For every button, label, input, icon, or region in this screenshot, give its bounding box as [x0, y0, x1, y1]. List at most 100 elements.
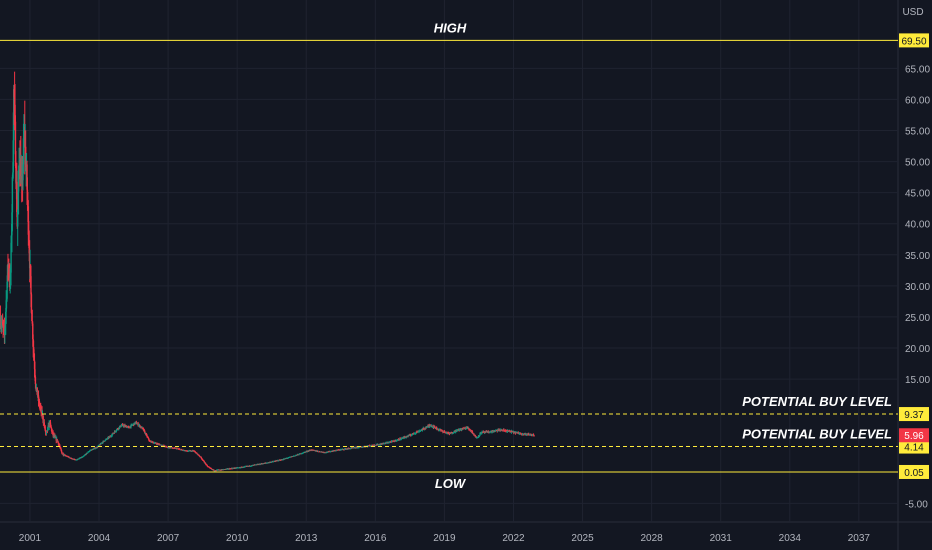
candle-down[interactable] [119, 425, 122, 427]
candle-down[interactable] [309, 450, 312, 452]
candle-up[interactable] [47, 427, 49, 431]
candle-down[interactable] [393, 441, 396, 442]
candle-down[interactable] [424, 428, 427, 430]
candle-up[interactable] [104, 440, 106, 442]
candle-up[interactable] [10, 242, 12, 273]
candle-up[interactable] [17, 209, 19, 227]
candle-up[interactable] [6, 281, 8, 299]
candle-down[interactable] [99, 444, 101, 446]
candle-up[interactable] [454, 431, 457, 433]
candle-up[interactable] [45, 432, 48, 434]
candle-up[interactable] [262, 463, 264, 465]
candle-up[interactable] [118, 426, 121, 429]
candle-up[interactable] [82, 456, 84, 458]
candle-down[interactable] [128, 426, 130, 428]
candle-down[interactable] [142, 428, 145, 431]
candle-down[interactable] [43, 422, 45, 426]
candle-up[interactable] [17, 170, 20, 192]
candle-down[interactable] [468, 428, 470, 430]
candle-down[interactable] [520, 432, 522, 434]
candle-down[interactable] [57, 441, 59, 443]
candle-down[interactable] [377, 444, 379, 446]
candle-up[interactable] [357, 447, 360, 449]
candle-down[interactable] [229, 468, 231, 470]
candle-up[interactable] [130, 425, 132, 428]
candle-down[interactable] [34, 376, 37, 385]
candle-up[interactable] [86, 452, 89, 454]
candle-up[interactable] [394, 440, 396, 442]
candle-down[interactable] [27, 206, 30, 235]
candle-up[interactable] [426, 427, 428, 429]
candle-up[interactable] [333, 450, 335, 452]
candle-up[interactable] [227, 468, 230, 470]
candle-up[interactable] [78, 458, 80, 460]
candle-down[interactable] [395, 440, 397, 442]
candle-down[interactable] [146, 435, 148, 437]
candle-down[interactable] [50, 424, 52, 428]
candle-up[interactable] [85, 453, 88, 455]
candle-up[interactable] [94, 448, 96, 450]
candle-down[interactable] [139, 425, 141, 428]
candle-down[interactable] [197, 453, 199, 455]
candle-down[interactable] [61, 451, 63, 454]
candle-down[interactable] [416, 432, 418, 434]
candle-up[interactable] [277, 460, 280, 462]
candle-down[interactable] [471, 431, 474, 433]
candle-down[interactable] [52, 432, 54, 436]
candle-down[interactable] [14, 121, 17, 167]
candle-up[interactable] [105, 439, 107, 441]
candle-up[interactable] [481, 432, 483, 434]
candle-up[interactable] [259, 464, 261, 466]
candle-up[interactable] [12, 140, 14, 173]
candle-down[interactable] [96, 446, 99, 448]
candle-down[interactable] [56, 438, 58, 442]
candle-down[interactable] [113, 432, 115, 434]
candle-up[interactable] [287, 457, 289, 459]
candle-up[interactable] [97, 446, 99, 448]
candle-down[interactable] [30, 276, 32, 295]
candle-down[interactable] [399, 438, 401, 440]
candle-up[interactable] [235, 468, 237, 469]
candle-down[interactable] [484, 432, 487, 433]
candle-up[interactable] [120, 425, 123, 427]
candle-down[interactable] [148, 438, 150, 440]
candle-up[interactable] [120, 426, 122, 428]
candle-down[interactable] [49, 422, 52, 425]
candle-down[interactable] [34, 369, 36, 377]
candle-down[interactable] [60, 450, 63, 452]
candle-down[interactable] [448, 433, 451, 435]
candle-down[interactable] [172, 448, 175, 450]
candle-up[interactable] [476, 437, 478, 439]
candle-down[interactable] [470, 430, 473, 432]
candle-up[interactable] [326, 452, 329, 453]
candle-down[interactable] [533, 435, 535, 436]
candle-down[interactable] [437, 428, 440, 430]
candle-down[interactable] [50, 427, 53, 429]
candle-down[interactable] [454, 430, 456, 432]
candle-up[interactable] [298, 454, 300, 456]
candle-down[interactable] [30, 294, 33, 313]
candle-down[interactable] [60, 448, 62, 451]
candle-down[interactable] [14, 104, 16, 122]
candle-down[interactable] [249, 465, 251, 467]
candle-down[interactable] [274, 461, 277, 463]
candle-down[interactable] [213, 469, 215, 471]
candle-up[interactable] [302, 452, 304, 454]
candle-down[interactable] [206, 465, 208, 466]
candle-down[interactable] [26, 164, 28, 190]
candle-down[interactable] [449, 433, 452, 434]
candle-down[interactable] [36, 387, 38, 395]
candle-down[interactable] [319, 451, 321, 452]
candle-up[interactable] [81, 456, 84, 458]
candle-up[interactable] [79, 457, 82, 459]
candle-up[interactable] [420, 430, 422, 432]
candle-down[interactable] [196, 453, 198, 455]
candle-down[interactable] [204, 462, 207, 464]
candle-down[interactable] [434, 426, 436, 428]
candle-down[interactable] [206, 464, 208, 466]
candle-down[interactable] [210, 468, 212, 470]
candle-up[interactable] [11, 177, 14, 213]
candle-down[interactable] [201, 459, 204, 460]
candle-down[interactable] [32, 323, 34, 340]
